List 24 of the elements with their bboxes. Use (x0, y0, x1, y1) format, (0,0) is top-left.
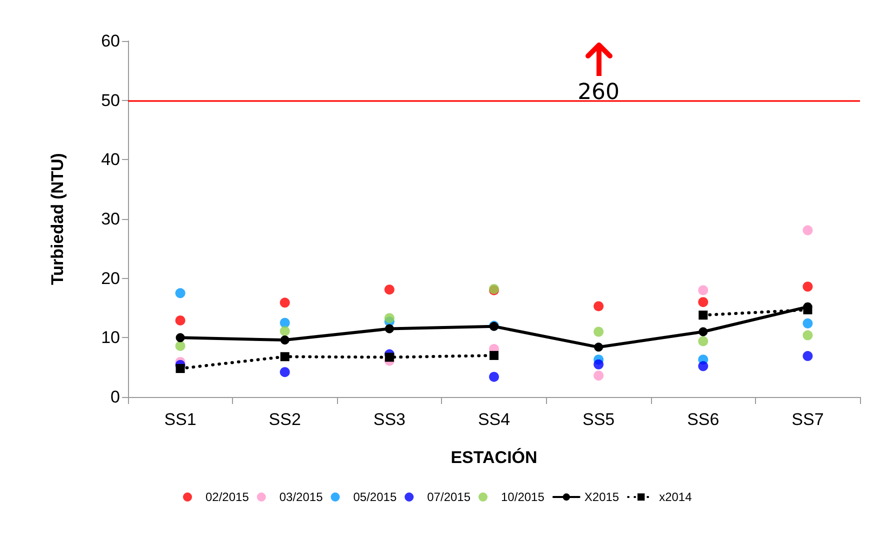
y-tick-label: 10 (101, 328, 120, 348)
legend-label: X2015 (584, 490, 620, 504)
y-axis-title: Turbiedad (NTU) (48, 153, 67, 285)
y-tick-label: 0 (110, 388, 120, 406)
x-axis-title: ESTACIÓN (450, 447, 538, 467)
x-tick-label: SS4 (478, 410, 510, 429)
x-tick-label: SS1 (164, 410, 196, 429)
legend-label: 10/2015 (501, 490, 545, 504)
y-tick-label: 30 (101, 210, 120, 228)
legend-label: 02/2015 (206, 490, 250, 504)
x-tick-label: SS5 (582, 410, 615, 429)
x-tick-label: SS3 (373, 410, 406, 429)
annotation: 260 (576, 80, 621, 106)
y-tick-label: 40 (101, 150, 120, 170)
y-tick-label: 20 (101, 268, 120, 288)
y-tick-label: 50 (101, 90, 120, 110)
y-tick-label: 60 (101, 32, 120, 50)
legend-label: x2014 (659, 490, 692, 504)
legend-label: 05/2015 (353, 490, 397, 504)
x-tick-label: SS7 (792, 410, 824, 429)
x-tick-label: SS2 (268, 410, 301, 429)
x-tick-label: SS6 (687, 410, 720, 429)
legend-label: 07/2015 (427, 490, 471, 504)
legend-label: 03/2015 (279, 490, 324, 504)
